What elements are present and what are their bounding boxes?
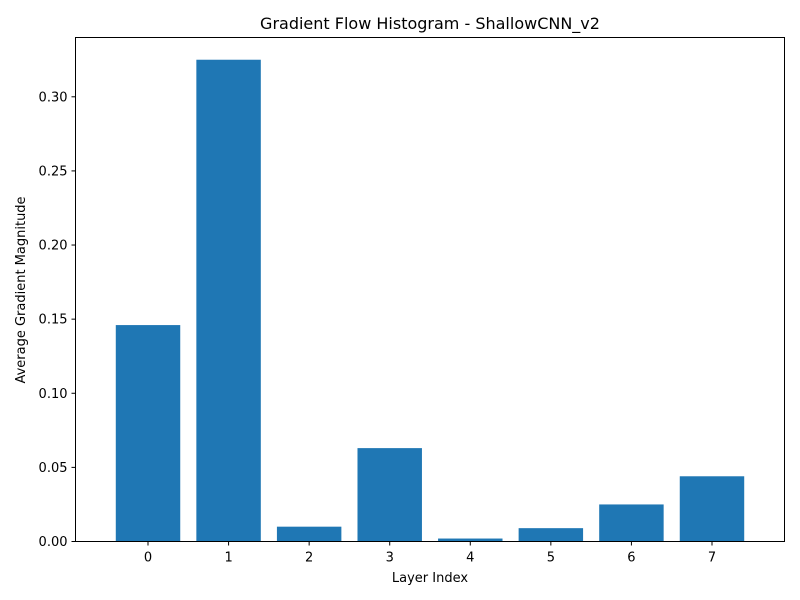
y-tick-label: 0.30 xyxy=(39,90,68,105)
x-tick-label: 3 xyxy=(386,551,394,566)
x-axis-ticks: 0 1 2 3 4 5 6 7 xyxy=(144,541,716,566)
x-tick-label: 1 xyxy=(224,551,232,566)
bar-layer-0 xyxy=(115,325,181,542)
bar-layer-1 xyxy=(196,59,261,542)
x-tick-label: 7 xyxy=(708,551,716,566)
bar-layer-7 xyxy=(679,476,745,542)
bar-layer-6 xyxy=(599,504,664,542)
bar-layer-5 xyxy=(518,528,584,542)
x-tick-label: 0 xyxy=(144,551,152,566)
y-axis-ticks: 0.00 0.05 0.10 0.15 0.20 0.25 0.30 xyxy=(39,90,76,550)
x-tick-label: 5 xyxy=(547,551,555,566)
y-tick-label: 0.25 xyxy=(39,164,68,179)
bar-layer-4 xyxy=(438,538,503,542)
bar-layer-2 xyxy=(276,526,342,542)
y-tick-label: 0.20 xyxy=(39,239,68,254)
y-tick-label: 0.15 xyxy=(39,313,68,328)
x-tick-label: 4 xyxy=(466,551,474,566)
plot-frame xyxy=(75,37,785,542)
chart-title: Gradient Flow Histogram - ShallowCNN_v2 xyxy=(260,14,600,34)
bar-layer-3 xyxy=(357,448,422,542)
x-tick-label: 6 xyxy=(627,551,635,566)
y-tick-label: 0.05 xyxy=(39,461,68,476)
bars-group xyxy=(115,59,745,542)
y-tick-label: 0.10 xyxy=(39,387,68,402)
x-axis-label: Layer Index xyxy=(392,571,468,586)
y-tick-label: 0.00 xyxy=(39,535,68,550)
x-tick-label: 2 xyxy=(305,551,313,566)
y-axis-label: Average Gradient Magnitude xyxy=(14,196,29,383)
